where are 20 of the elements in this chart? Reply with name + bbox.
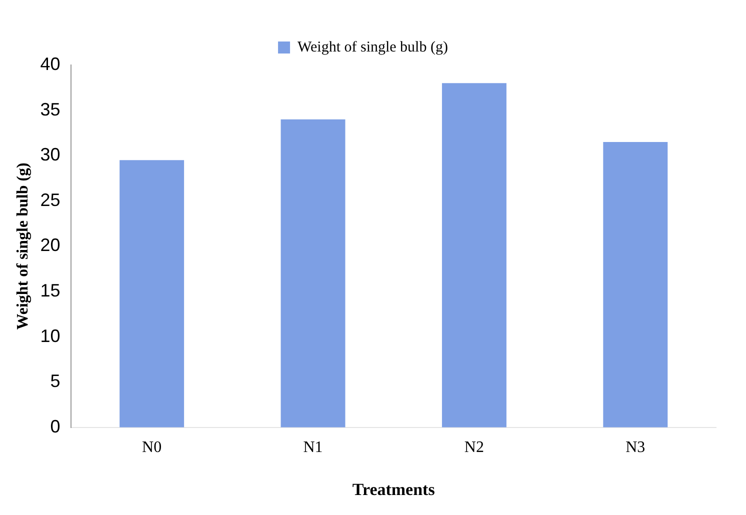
bar [120, 160, 184, 428]
y-axis-title: Weight of single bulb (g) [14, 162, 32, 330]
y-tick-label: 20 [40, 235, 60, 256]
y-tick-label: 40 [40, 54, 60, 74]
bar [442, 83, 506, 428]
y-tick-label: 0 [50, 416, 60, 436]
x-tick-label: N3 [626, 439, 646, 456]
x-tick-label: N0 [142, 439, 162, 456]
y-tick-label: 25 [40, 190, 60, 210]
y-tick-label: 30 [40, 144, 60, 165]
bar [603, 142, 668, 428]
bar [280, 119, 346, 428]
y-tick-label: 15 [40, 280, 60, 300]
y-tick-label: 5 [50, 371, 60, 392]
y-tick-label: 35 [40, 99, 60, 120]
legend-label: Weight of single bulb (g) [298, 39, 448, 56]
x-axis-title: Treatments [352, 480, 436, 500]
y-tick-label: 10 [40, 326, 60, 346]
x-tick-label: N2 [464, 439, 484, 456]
x-tick-label: N1 [303, 439, 323, 456]
